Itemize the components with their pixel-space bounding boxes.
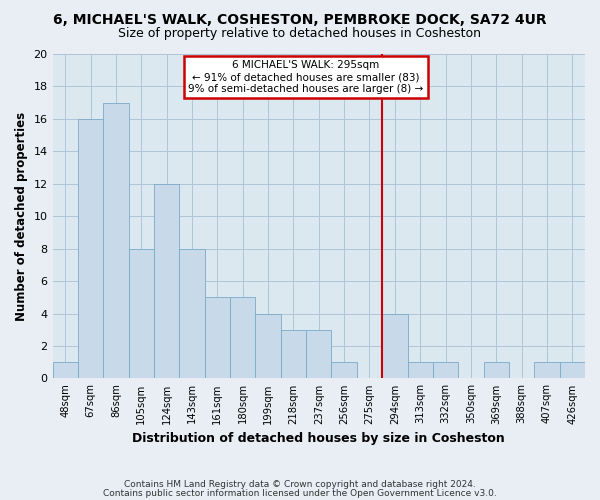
- Bar: [103, 102, 128, 378]
- Bar: [154, 184, 179, 378]
- Bar: [78, 119, 103, 378]
- Bar: [179, 248, 205, 378]
- Bar: [230, 298, 256, 378]
- Text: 6 MICHAEL'S WALK: 295sqm
← 91% of detached houses are smaller (83)
9% of semi-de: 6 MICHAEL'S WALK: 295sqm ← 91% of detach…: [188, 60, 424, 94]
- Bar: [306, 330, 331, 378]
- Bar: [534, 362, 560, 378]
- Bar: [128, 248, 154, 378]
- Bar: [433, 362, 458, 378]
- Bar: [281, 330, 306, 378]
- Text: 6, MICHAEL'S WALK, COSHESTON, PEMBROKE DOCK, SA72 4UR: 6, MICHAEL'S WALK, COSHESTON, PEMBROKE D…: [53, 12, 547, 26]
- Bar: [560, 362, 585, 378]
- Bar: [484, 362, 509, 378]
- Bar: [331, 362, 357, 378]
- Text: Contains public sector information licensed under the Open Government Licence v3: Contains public sector information licen…: [103, 488, 497, 498]
- Bar: [53, 362, 78, 378]
- X-axis label: Distribution of detached houses by size in Cosheston: Distribution of detached houses by size …: [133, 432, 505, 445]
- Text: Contains HM Land Registry data © Crown copyright and database right 2024.: Contains HM Land Registry data © Crown c…: [124, 480, 476, 489]
- Bar: [407, 362, 433, 378]
- Text: Size of property relative to detached houses in Cosheston: Size of property relative to detached ho…: [119, 28, 482, 40]
- Bar: [256, 314, 281, 378]
- Bar: [205, 298, 230, 378]
- Bar: [382, 314, 407, 378]
- Y-axis label: Number of detached properties: Number of detached properties: [15, 112, 28, 321]
